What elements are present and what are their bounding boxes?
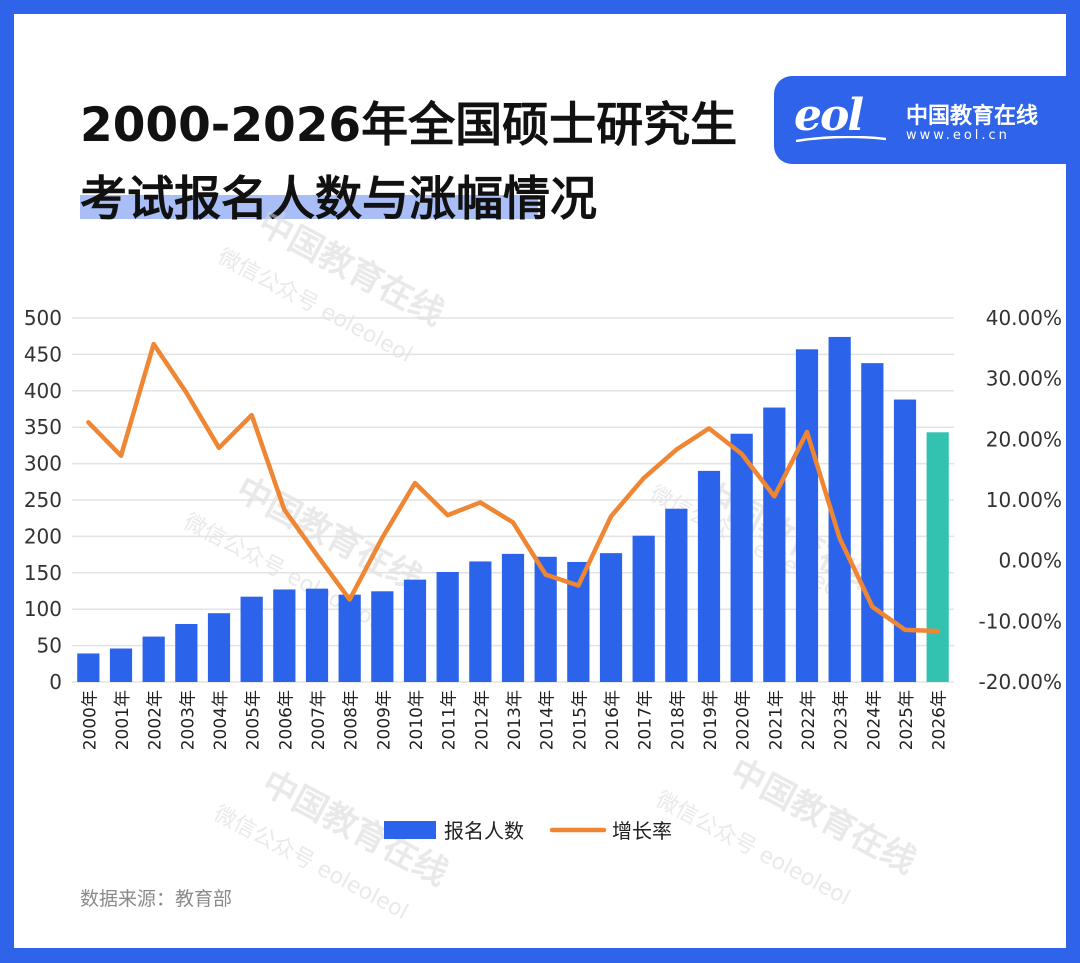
x-category-label: 2015年 bbox=[570, 690, 590, 750]
bar bbox=[632, 535, 655, 682]
bar bbox=[795, 349, 819, 682]
x-category-label: 2016年 bbox=[603, 690, 623, 750]
x-category-label: 2025年 bbox=[897, 690, 917, 750]
legend-bar-label: 报名人数 bbox=[444, 819, 524, 843]
bar bbox=[730, 433, 753, 682]
y-left-tick-label: 200 bbox=[24, 524, 62, 548]
y-right-tick-label: -10.00% bbox=[979, 609, 1062, 633]
x-category-label: 2014年 bbox=[538, 690, 558, 750]
bar bbox=[828, 336, 851, 682]
x-category-label: 2004年 bbox=[211, 690, 231, 750]
y-right-tick-label: 0.00% bbox=[998, 549, 1062, 573]
x-category-label: 2010年 bbox=[407, 690, 427, 750]
bar bbox=[77, 653, 100, 682]
legend-line-label: 增长率 bbox=[612, 819, 672, 843]
bar bbox=[240, 596, 263, 682]
y-left-tick-label: 400 bbox=[24, 379, 62, 403]
x-category-label: 2006年 bbox=[276, 690, 296, 750]
bar bbox=[763, 407, 786, 682]
y-right-tick-label: 10.00% bbox=[986, 488, 1062, 512]
x-category-label: 2022年 bbox=[799, 690, 819, 750]
bar bbox=[534, 556, 557, 682]
bar bbox=[469, 561, 492, 682]
bar bbox=[697, 470, 721, 682]
bar bbox=[109, 648, 133, 682]
logo-url: www.eol.cn bbox=[906, 128, 1010, 143]
title-highlight bbox=[80, 195, 538, 219]
bar bbox=[599, 553, 623, 682]
bar bbox=[861, 363, 884, 682]
x-category-label: 2021年 bbox=[766, 690, 786, 750]
bar bbox=[926, 432, 949, 682]
bar bbox=[273, 589, 296, 682]
x-category-label: 2023年 bbox=[832, 690, 852, 750]
bar bbox=[207, 613, 231, 682]
x-category-label: 2026年 bbox=[930, 690, 950, 750]
infographic-card: 2000-2026年全国硕士研究生 考试报名人数与涨幅情况 eol 中国教育在线… bbox=[14, 14, 1066, 948]
y-left-tick-label: 100 bbox=[24, 597, 62, 621]
y-left-tick-label: 0 bbox=[49, 670, 62, 694]
bar bbox=[403, 579, 427, 682]
bar bbox=[567, 561, 590, 682]
y-left-tick-label: 50 bbox=[37, 634, 62, 658]
x-category-label: 2024年 bbox=[864, 690, 884, 750]
x-category-label: 2020年 bbox=[734, 690, 754, 750]
chart-title-line2: 考试报名人数与涨幅情况 bbox=[80, 172, 597, 227]
eol-logo-mark: eol bbox=[794, 90, 864, 141]
x-category-label: 2001年 bbox=[113, 690, 133, 750]
y-left-tick-label: 300 bbox=[24, 452, 62, 476]
y-left-tick-label: 450 bbox=[24, 342, 62, 366]
bar bbox=[893, 399, 917, 682]
y-right-tick-label: 30.00% bbox=[986, 367, 1062, 391]
y-left-tick-label: 250 bbox=[24, 488, 62, 512]
x-category-label: 2012年 bbox=[472, 690, 492, 750]
data-source: 数据来源：教育部 bbox=[80, 888, 233, 910]
bar bbox=[665, 508, 688, 682]
bar bbox=[501, 553, 525, 682]
logo-brand-name: 中国教育在线 bbox=[906, 104, 1039, 129]
x-category-label: 2017年 bbox=[636, 690, 656, 750]
chart-area: 0 50 100 150 200 250 300 350 400 450 500 -20.00% -10… bbox=[24, 306, 1062, 843]
x-category-label: 2003年 bbox=[178, 690, 198, 750]
y-left-tick-label: 500 bbox=[24, 306, 62, 330]
bar bbox=[175, 623, 198, 682]
chart-title-line1: 2000-2026年全国硕士研究生 bbox=[80, 98, 738, 153]
x-category-label: 2019年 bbox=[701, 690, 721, 750]
x-category-label: 2002年 bbox=[146, 690, 166, 750]
x-category-label: 2007年 bbox=[309, 690, 329, 750]
y-right-tick-label: 40.00% bbox=[986, 306, 1062, 330]
x-category-label: 2013年 bbox=[505, 690, 525, 750]
bar bbox=[338, 594, 361, 682]
y-left-tick-label: 350 bbox=[24, 415, 62, 439]
eol-logo: eol 中国教育在线 www.eol.cn bbox=[774, 76, 1066, 164]
x-category-label: 2000年 bbox=[80, 690, 100, 750]
x-category-label: 2005年 bbox=[244, 690, 264, 750]
y-right-tick-label: -20.00% bbox=[979, 670, 1062, 694]
x-category-label: 2011年 bbox=[440, 690, 460, 750]
y-left-tick-label: 150 bbox=[24, 561, 62, 585]
logo-swoosh-icon bbox=[796, 136, 886, 142]
x-category-label: 2018年 bbox=[668, 690, 688, 750]
bar bbox=[436, 571, 459, 682]
y-right-tick-label: 20.00% bbox=[986, 427, 1062, 451]
legend-bar-swatch bbox=[384, 821, 436, 839]
bar bbox=[142, 636, 165, 682]
bar bbox=[371, 591, 394, 682]
x-category-label: 2008年 bbox=[342, 690, 362, 750]
bar bbox=[305, 588, 329, 682]
x-category-label: 2009年 bbox=[374, 690, 394, 750]
